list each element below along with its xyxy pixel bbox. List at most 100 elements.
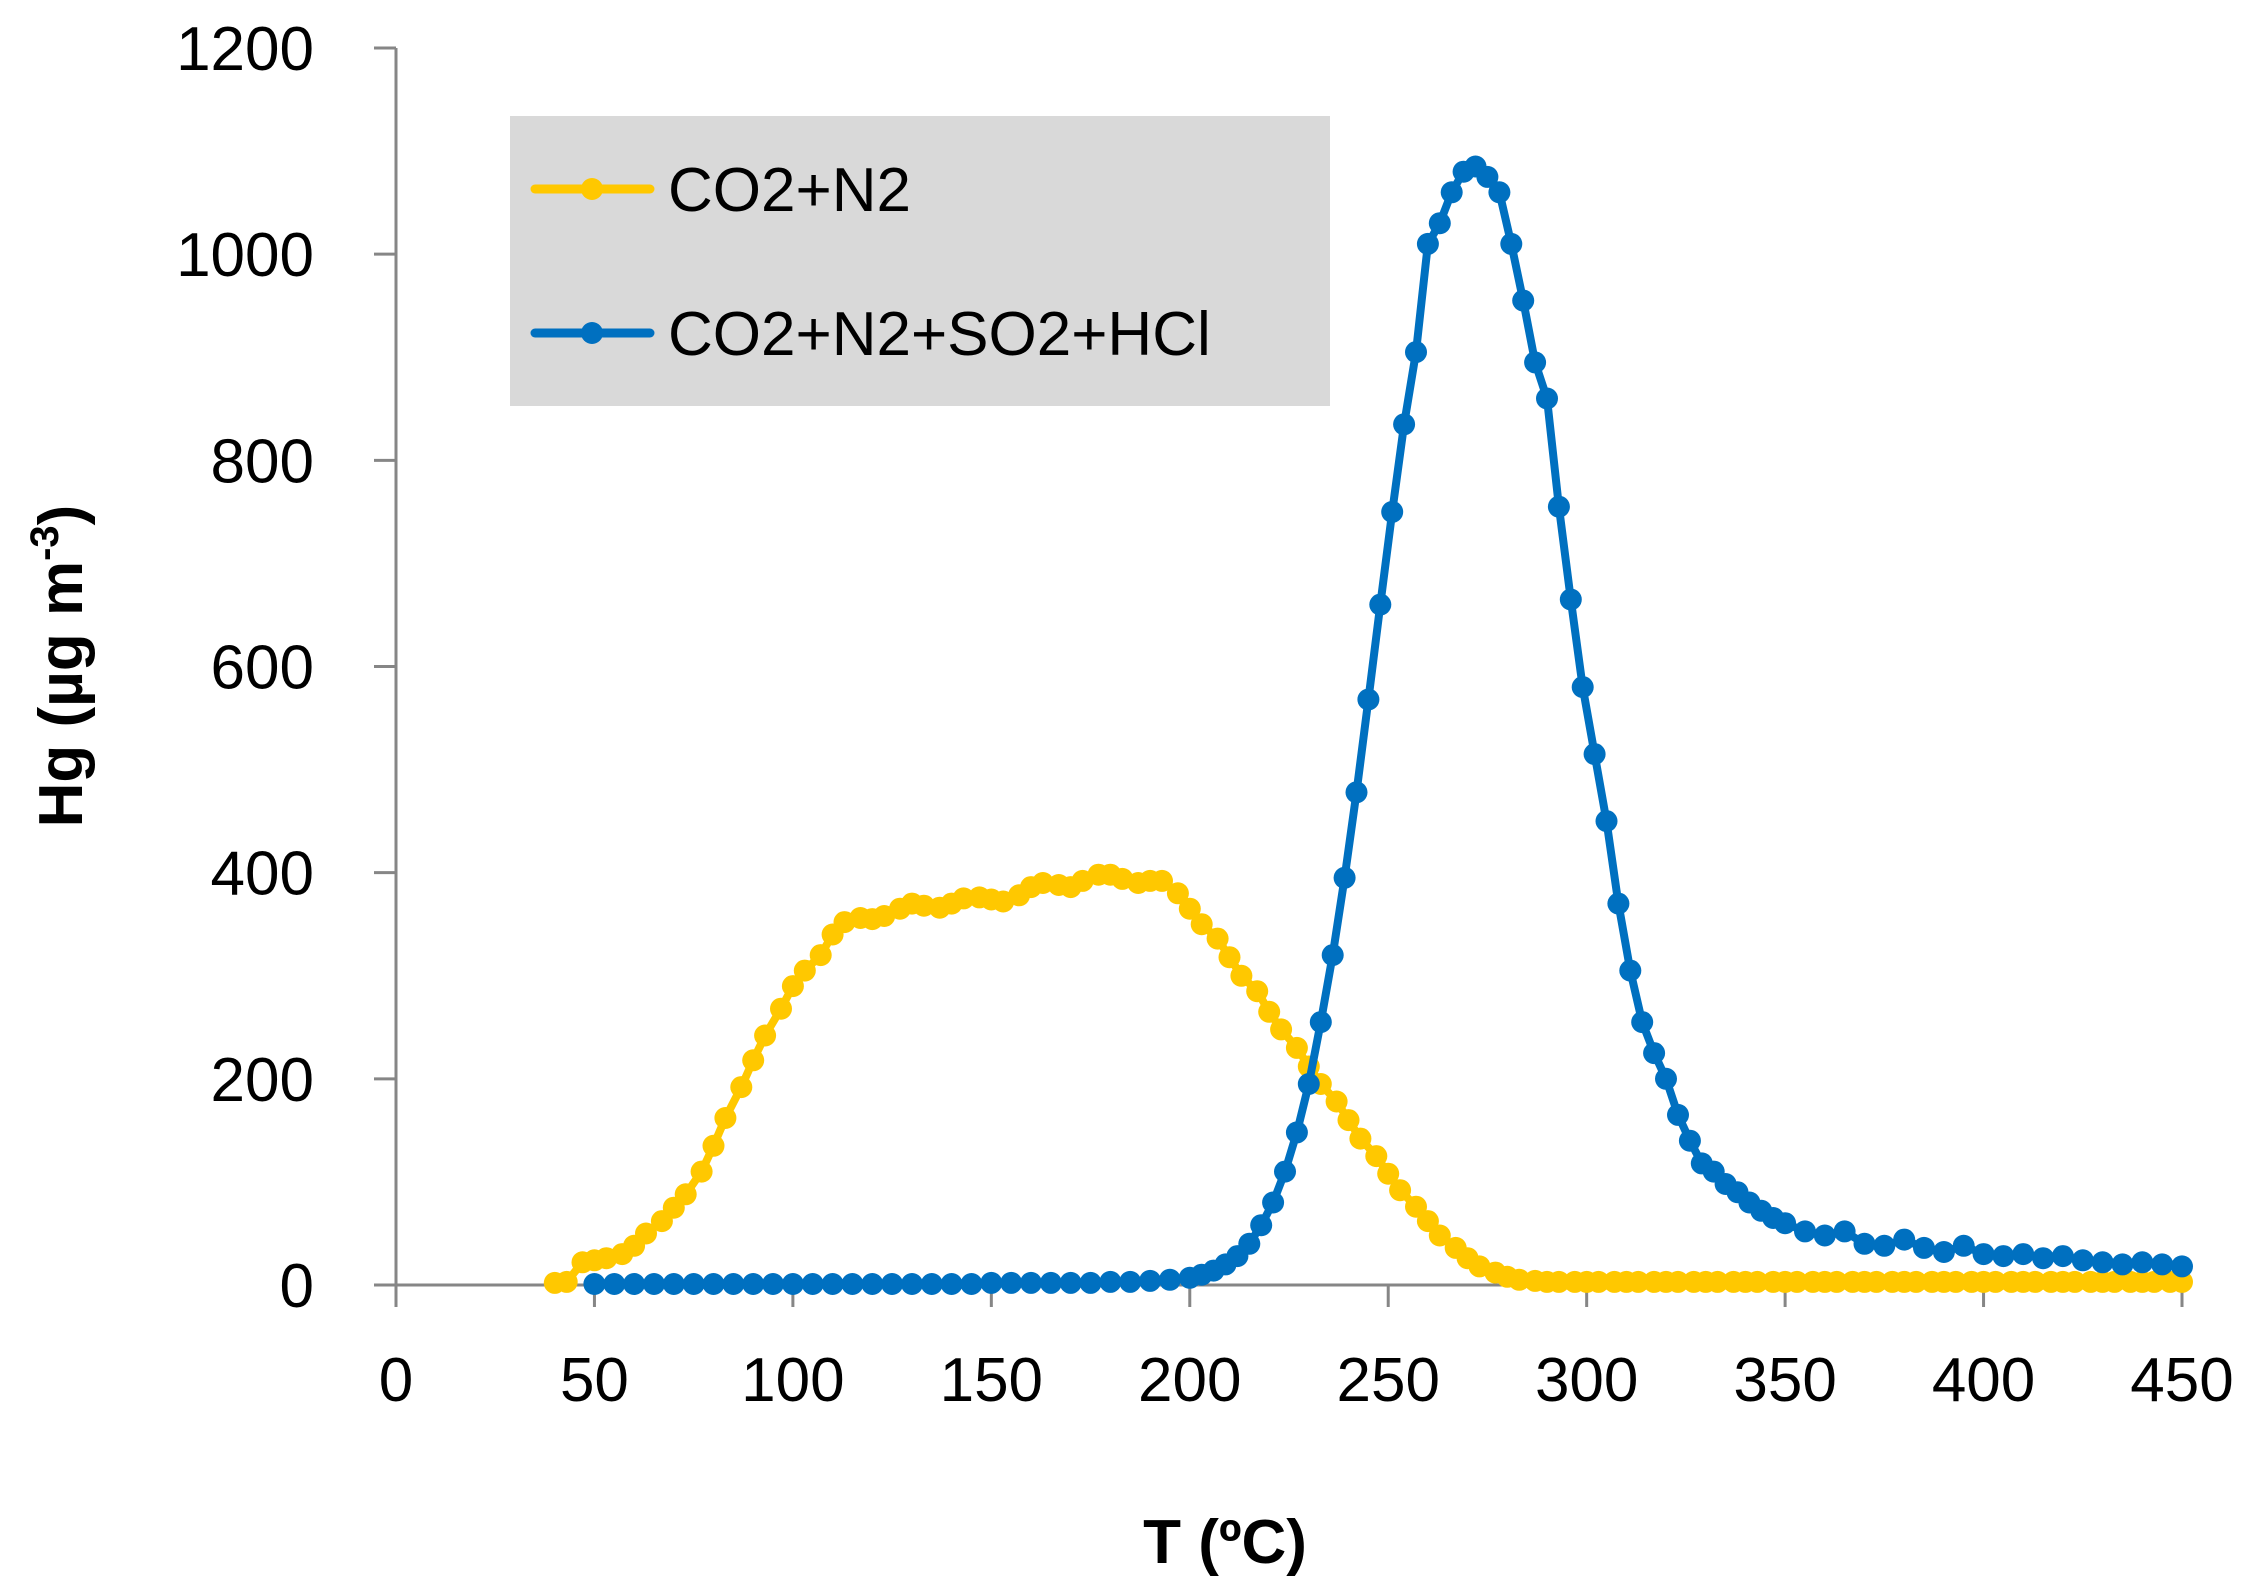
y-axis-title-close: ) bbox=[27, 505, 96, 526]
data-point bbox=[2171, 1270, 2193, 1293]
data-point bbox=[1547, 495, 1570, 518]
data-point bbox=[1905, 1270, 1928, 1293]
data-point bbox=[1020, 1271, 1042, 1294]
data-point bbox=[1627, 1270, 1650, 1293]
data-point bbox=[603, 1273, 626, 1295]
y-tick-label: 800 bbox=[211, 427, 314, 496]
data-point bbox=[1833, 1220, 1856, 1243]
data-point bbox=[1547, 1270, 1570, 1293]
data-point bbox=[940, 1273, 963, 1295]
data-point bbox=[1285, 1036, 1308, 1059]
data-point bbox=[901, 1273, 923, 1295]
data-point bbox=[1365, 1145, 1388, 1168]
x-tick-label: 0 bbox=[379, 1346, 413, 1415]
data-point bbox=[1678, 1129, 1701, 1152]
data-point bbox=[1825, 1270, 1848, 1293]
data-point bbox=[1099, 1270, 1122, 1293]
data-point bbox=[1667, 1103, 1689, 1126]
x-tick-label: 150 bbox=[940, 1346, 1043, 1415]
data-point bbox=[1853, 1232, 1876, 1255]
data-point bbox=[1166, 882, 1189, 905]
data-point bbox=[1972, 1243, 1995, 1266]
x-tick-label: 50 bbox=[560, 1346, 629, 1415]
data-point bbox=[1333, 866, 1356, 889]
legend: CO2+N2 CO2+N2+SO2+HCl bbox=[510, 116, 1330, 406]
x-tick-label: 450 bbox=[2130, 1346, 2233, 1415]
data-point bbox=[1508, 1268, 1531, 1291]
data-point bbox=[841, 1273, 864, 1295]
x-tick-label: 350 bbox=[1733, 1346, 1836, 1415]
data-point bbox=[2032, 1247, 2055, 1270]
series-line bbox=[550, 870, 2186, 1287]
data-point bbox=[2091, 1251, 2114, 1274]
data-point bbox=[1349, 1127, 1372, 1150]
data-point bbox=[690, 1160, 713, 1183]
data-point bbox=[1428, 1224, 1451, 1247]
data-point bbox=[861, 1273, 884, 1295]
data-point bbox=[2103, 1270, 2126, 1293]
data-point bbox=[682, 1273, 705, 1295]
data-point bbox=[1559, 588, 1582, 611]
data-point bbox=[1794, 1220, 1816, 1243]
data-point bbox=[1206, 927, 1229, 950]
x-tick-label: 300 bbox=[1535, 1346, 1638, 1415]
data-point bbox=[781, 1273, 804, 1295]
data-point bbox=[881, 1273, 904, 1295]
data-point bbox=[793, 959, 816, 982]
data-point bbox=[2143, 1270, 2166, 1293]
data-point bbox=[821, 1273, 844, 1295]
x-tick-label: 400 bbox=[1932, 1346, 2035, 1415]
data-point bbox=[1274, 1160, 1296, 1183]
legend-label-co2-n2-so2-hcl: CO2+N2+SO2+HCl bbox=[668, 300, 1211, 369]
data-point bbox=[1178, 897, 1201, 920]
data-point bbox=[1655, 1067, 1677, 1090]
data-point bbox=[1246, 980, 1269, 1003]
data-point bbox=[1992, 1245, 2015, 1268]
data-point bbox=[1865, 1270, 1888, 1293]
data-point bbox=[1230, 964, 1253, 987]
data-point bbox=[1309, 1011, 1332, 1034]
data-point bbox=[2051, 1245, 2074, 1268]
data-point bbox=[1440, 181, 1463, 204]
data-point bbox=[1405, 341, 1427, 364]
data-point bbox=[770, 997, 792, 1020]
data-point bbox=[1631, 1011, 1654, 1034]
data-point bbox=[920, 1273, 943, 1295]
data-point bbox=[1218, 946, 1241, 969]
x-ticks: 0 50 100 150 200 250 300 350 400 450 bbox=[379, 1285, 2234, 1415]
data-point bbox=[1706, 1270, 1729, 1293]
data-point bbox=[1587, 1270, 1610, 1293]
data-point bbox=[1158, 1268, 1181, 1291]
data-point bbox=[1619, 959, 1642, 982]
data-point bbox=[722, 1273, 745, 1295]
data-point bbox=[555, 1270, 578, 1293]
data-point bbox=[1913, 1236, 1935, 1259]
data-point bbox=[1345, 781, 1368, 804]
data-point bbox=[781, 975, 804, 998]
data-point bbox=[1270, 1018, 1293, 1041]
data-point bbox=[1079, 1271, 1102, 1294]
data-point bbox=[1524, 351, 1547, 374]
data-point bbox=[2063, 1270, 2086, 1293]
data-point bbox=[1381, 500, 1404, 523]
data-point bbox=[662, 1273, 685, 1295]
data-point bbox=[1139, 1269, 1162, 1292]
x-tick-label: 200 bbox=[1138, 1346, 1241, 1415]
data-point bbox=[2151, 1253, 2174, 1276]
series-0 bbox=[543, 863, 2193, 1294]
data-point bbox=[1369, 593, 1392, 616]
data-point bbox=[2131, 1251, 2154, 1274]
data-point bbox=[1190, 913, 1213, 936]
data-point bbox=[1321, 944, 1344, 967]
y-ticks: 0 200 400 600 800 1000 1200 bbox=[176, 15, 396, 1321]
data-point bbox=[1238, 1232, 1261, 1255]
data-point bbox=[2071, 1249, 2094, 1272]
data-point bbox=[643, 1273, 665, 1295]
legend-marker-co2-n2-so2-hcl bbox=[581, 322, 603, 344]
data-point bbox=[730, 1076, 753, 1099]
data-point bbox=[1039, 1271, 1062, 1294]
data-point bbox=[1262, 1191, 1285, 1214]
data-point bbox=[2024, 1270, 2047, 1293]
data-point bbox=[1607, 892, 1630, 915]
